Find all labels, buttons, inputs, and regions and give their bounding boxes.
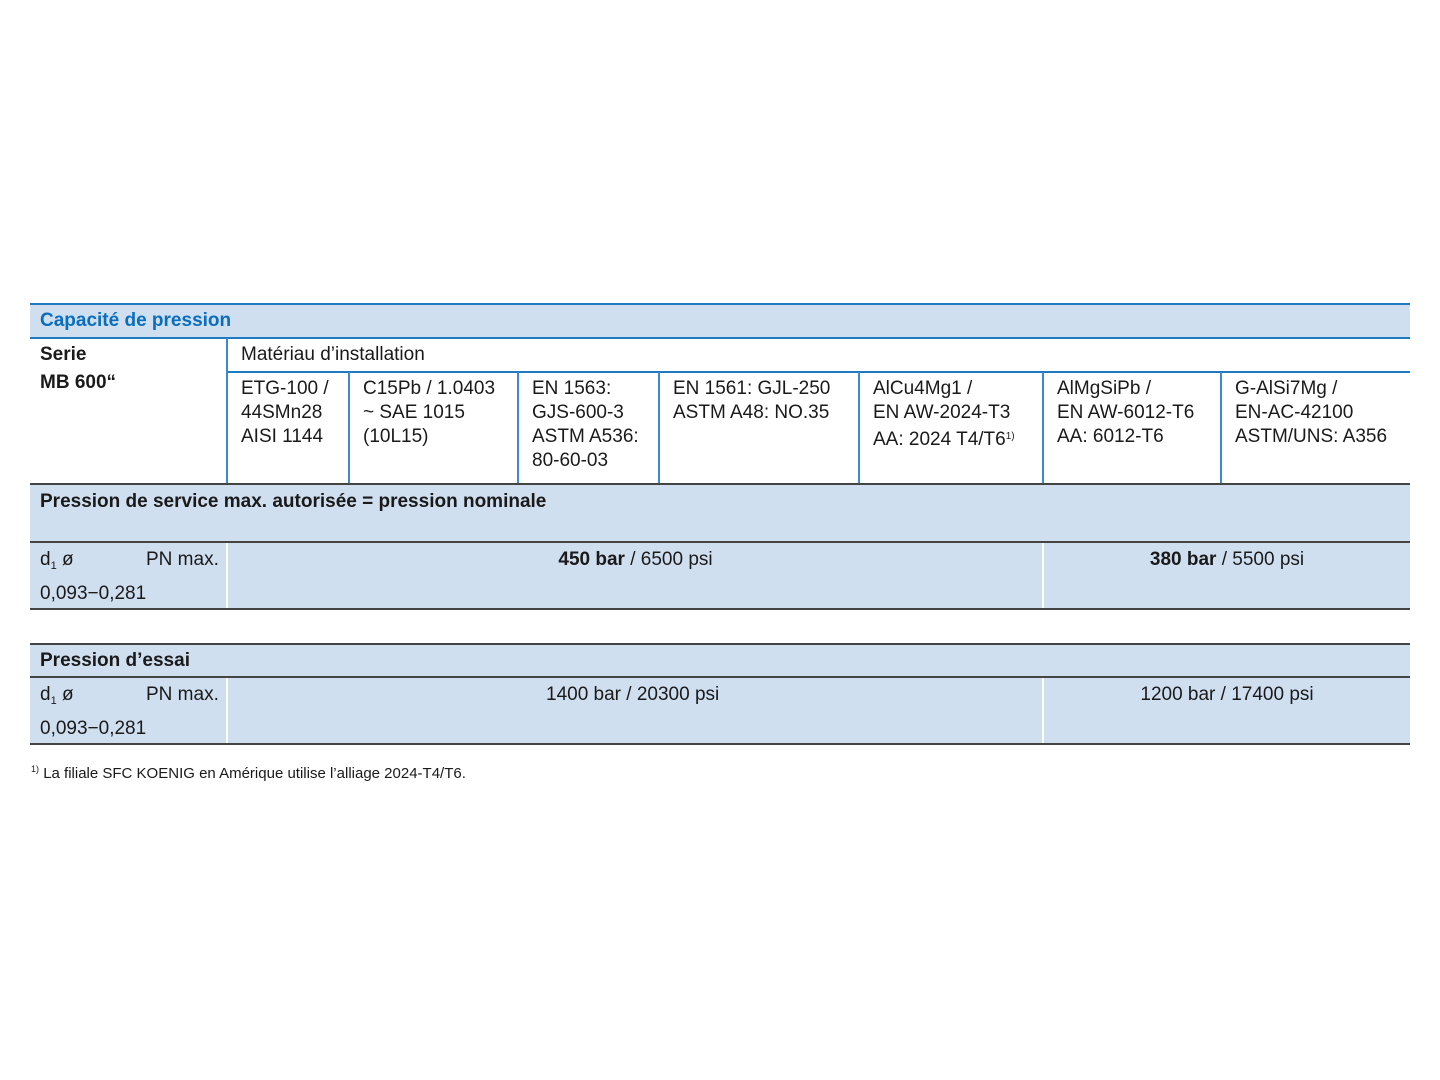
divider [30,743,1410,745]
material-cell: C15Pb / 1.0403 ~ SAE 1015 (10L15) [363,377,495,449]
d1-label: d1 ø [40,684,74,707]
series-label: Serie [40,344,87,365]
service-band [30,484,1410,609]
material-line: ASTM A536: [532,426,639,447]
material-line: C15Pb / 1.0403 [363,378,496,399]
material-cell: AlMgSiPb / EN AW-6012-T6 AA: 6012-T6 [1057,377,1194,449]
divider [1220,372,1222,484]
material-line: AA: 2024 T4/T6 [873,429,1006,450]
diameter-range: 0,093−0,281 [40,583,147,604]
material-line: EN-AC-42100 [1235,402,1354,423]
divider [30,541,1410,543]
divider [1042,678,1044,744]
divider [30,676,1410,678]
material-line: EN AW-6012-T6 [1057,402,1195,423]
material-header: Matériau d’installation [241,344,425,365]
divider [30,483,1410,485]
divider [658,372,660,484]
material-line: EN 1563: [532,378,612,399]
test-pressure-steel: 1400 bar / 20300 psi [546,684,720,705]
divider [30,643,1410,645]
material-line: 44SMn28 [241,402,323,423]
divider [1042,543,1044,609]
divider [30,608,1410,610]
material-line: ETG-100 / [241,378,329,399]
material-line: AlCu4Mg1 / [873,378,973,399]
material-line: EN AW-2024-T3 [873,402,1011,423]
material-line: 80-60-03 [532,450,609,471]
divider [858,372,860,484]
title-band [30,304,1410,338]
test-title: Pression d’essai [40,650,190,671]
pn-label: PN max. [146,549,219,570]
material-line: GJS-600-3 [532,402,624,423]
divider [30,303,1410,305]
material-line: EN 1561: GJL-250 [673,378,831,399]
divider [226,678,228,744]
table-title: Capacité de pression [40,310,232,331]
pn-label: PN max. [146,684,219,705]
material-line: (10L15) [363,426,429,447]
material-line: ~ SAE 1015 [363,402,465,423]
material-cell: G-AlSi7Mg / EN-AC-42100 ASTM/UNS: A356 [1235,377,1387,449]
material-cell: ETG-100 / 44SMn28 AISI 1144 [241,377,329,449]
diameter-range: 0,093−0,281 [40,718,147,739]
material-cell: EN 1561: GJL-250 ASTM A48: NO.35 [673,377,830,425]
divider [226,543,228,609]
footnote: 1) La filiale SFC KOENIG en Amérique uti… [31,764,466,782]
service-title: Pression de service max. autorisée = pre… [40,491,547,512]
footnote-marker: 1) [1005,431,1015,442]
divider [30,337,1410,339]
divider [1042,372,1044,484]
service-pressure-aluminium: 380 bar / 5500 psi [1149,549,1305,570]
test-band [30,643,1410,744]
divider [348,372,350,484]
d1-label: d1 ø [40,549,74,572]
series-value: MB 600“ [40,372,117,393]
material-cell: EN 1563: GJS-600-3 ASTM A536: 80-60-03 [532,377,639,473]
material-line: AlMgSiPb / [1057,378,1151,399]
material-line: AA: 6012-T6 [1057,426,1164,447]
divider [227,371,1410,373]
divider [517,372,519,484]
material-line: AISI 1144 [241,426,324,447]
divider [226,338,228,484]
test-pressure-aluminium: 1200 bar / 17400 psi [1140,684,1314,705]
service-pressure-steel: 450 bar / 6500 psi [558,549,713,570]
material-line: ASTM/UNS: A356 [1235,426,1388,447]
material-cell: AlCu4Mg1 / EN AW-2024-T3 AA: 2024 T4/T61) [873,377,1015,452]
material-line: ASTM A48: NO.35 [673,402,830,423]
material-line: G-AlSi7Mg / [1235,378,1338,399]
